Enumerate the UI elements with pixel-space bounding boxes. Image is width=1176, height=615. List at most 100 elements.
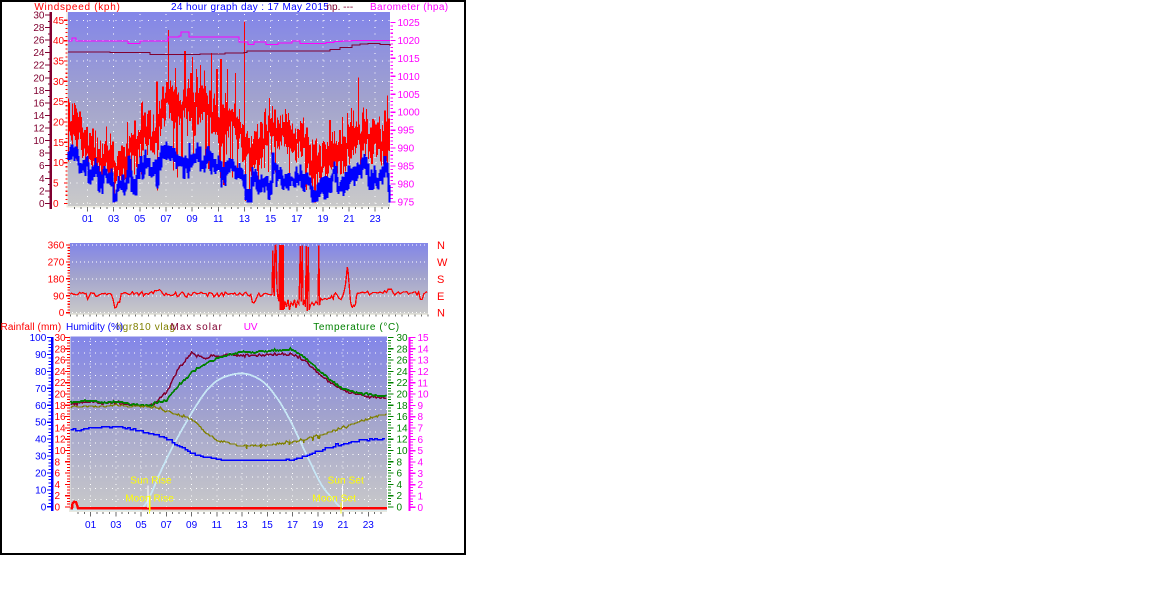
- svg-text:22: 22: [397, 378, 409, 389]
- svg-text:Barometer (hpa): Barometer (hpa): [370, 2, 449, 13]
- svg-text:24: 24: [33, 48, 45, 59]
- svg-text:Rainfall (mm): Rainfall (mm): [1, 322, 62, 333]
- svg-text:0: 0: [41, 502, 47, 513]
- svg-text:09: 09: [187, 214, 199, 225]
- svg-text:9: 9: [418, 401, 424, 412]
- svg-text:10: 10: [55, 446, 67, 457]
- svg-text:20: 20: [397, 390, 409, 401]
- svg-text:16: 16: [33, 98, 45, 109]
- svg-text:10: 10: [53, 158, 65, 169]
- svg-text:6: 6: [418, 435, 424, 446]
- svg-text:Temperature (°C): Temperature (°C): [313, 322, 399, 333]
- svg-text:W: W: [437, 257, 448, 269]
- svg-text:8: 8: [55, 457, 61, 468]
- svg-text:28: 28: [55, 344, 67, 355]
- svg-text:4: 4: [418, 458, 424, 469]
- svg-text:20: 20: [35, 469, 47, 480]
- svg-text:11: 11: [418, 378, 429, 389]
- svg-text:11: 11: [212, 520, 223, 531]
- svg-text:Moon Rise: Moon Rise: [125, 494, 174, 505]
- svg-text:25: 25: [53, 97, 65, 108]
- svg-text:40: 40: [53, 36, 65, 47]
- svg-text:07: 07: [161, 520, 173, 531]
- svg-text:21: 21: [337, 520, 349, 531]
- svg-text:2: 2: [39, 186, 45, 197]
- svg-text:975: 975: [398, 197, 415, 208]
- svg-text:5: 5: [418, 446, 424, 457]
- svg-text:03: 03: [110, 520, 122, 531]
- svg-text:26: 26: [33, 36, 45, 47]
- svg-text:05: 05: [136, 520, 148, 531]
- svg-text:20: 20: [33, 73, 45, 84]
- svg-text:01: 01: [85, 520, 97, 531]
- svg-text:0: 0: [418, 503, 424, 514]
- svg-text:15: 15: [262, 520, 274, 531]
- svg-text:6: 6: [55, 469, 61, 480]
- svg-text:26: 26: [397, 356, 409, 367]
- svg-text:45: 45: [53, 16, 65, 27]
- svg-text:09: 09: [186, 520, 198, 531]
- svg-text:30: 30: [53, 77, 65, 88]
- svg-text:S: S: [437, 274, 444, 286]
- svg-text:980: 980: [398, 180, 415, 191]
- svg-text:1010: 1010: [398, 72, 421, 83]
- svg-text:40: 40: [35, 435, 47, 446]
- svg-text:30: 30: [397, 333, 409, 344]
- svg-text:0: 0: [59, 308, 65, 319]
- svg-text:28: 28: [33, 23, 45, 34]
- svg-text:17: 17: [287, 520, 299, 531]
- svg-text:23: 23: [363, 520, 375, 531]
- svg-text:4: 4: [39, 174, 45, 185]
- svg-text:20: 20: [55, 390, 67, 401]
- svg-text:hgr810 vlag: hgr810 vlag: [117, 322, 176, 333]
- svg-text:03: 03: [108, 214, 120, 225]
- svg-text:30: 30: [35, 452, 47, 463]
- svg-text:Windspeed (kph): Windspeed (kph): [34, 2, 120, 13]
- svg-text:90: 90: [53, 291, 65, 302]
- svg-text:8: 8: [39, 149, 45, 160]
- svg-text:21: 21: [344, 214, 356, 225]
- svg-text:35: 35: [53, 57, 65, 68]
- svg-text:2: 2: [55, 491, 61, 502]
- svg-text:16: 16: [55, 412, 67, 423]
- svg-text:90: 90: [35, 350, 47, 361]
- svg-text:30: 30: [33, 11, 45, 22]
- svg-text:07: 07: [160, 214, 172, 225]
- svg-text:8: 8: [397, 457, 403, 468]
- svg-text:24 hour graph day : 17 May 201: 24 hour graph day : 17 May 2015: [171, 2, 329, 13]
- svg-text:20: 20: [53, 118, 65, 129]
- svg-text:3: 3: [418, 469, 424, 480]
- svg-text:4: 4: [397, 480, 403, 491]
- svg-text:18: 18: [33, 86, 45, 97]
- svg-text:80: 80: [35, 367, 47, 378]
- svg-text:7: 7: [418, 424, 424, 435]
- svg-text:2: 2: [418, 480, 424, 491]
- svg-text:1: 1: [418, 492, 424, 503]
- svg-text:995: 995: [398, 126, 415, 137]
- svg-text:15: 15: [53, 138, 65, 149]
- svg-text:10: 10: [35, 485, 47, 496]
- svg-text:05: 05: [134, 214, 146, 225]
- svg-text:19: 19: [312, 520, 324, 531]
- svg-text:np. ---: np. ---: [327, 2, 354, 13]
- svg-text:10: 10: [397, 446, 409, 457]
- svg-text:23: 23: [370, 214, 382, 225]
- svg-text:16: 16: [397, 412, 409, 423]
- svg-text:Max solar: Max solar: [171, 322, 223, 333]
- svg-text:N: N: [437, 240, 445, 252]
- svg-text:1005: 1005: [398, 90, 421, 101]
- svg-text:180: 180: [48, 274, 65, 285]
- svg-text:12: 12: [418, 367, 430, 378]
- svg-text:Moon Set: Moon Set: [312, 494, 356, 505]
- svg-text:13: 13: [418, 356, 430, 367]
- svg-text:28: 28: [397, 344, 409, 355]
- svg-text:12: 12: [55, 435, 67, 446]
- svg-text:4: 4: [55, 480, 61, 491]
- svg-text:15: 15: [265, 214, 277, 225]
- svg-text:22: 22: [33, 61, 45, 72]
- svg-text:10: 10: [418, 390, 430, 401]
- svg-text:10: 10: [33, 136, 45, 147]
- svg-text:14: 14: [418, 344, 430, 355]
- svg-text:60: 60: [35, 401, 47, 412]
- svg-text:1015: 1015: [398, 54, 421, 65]
